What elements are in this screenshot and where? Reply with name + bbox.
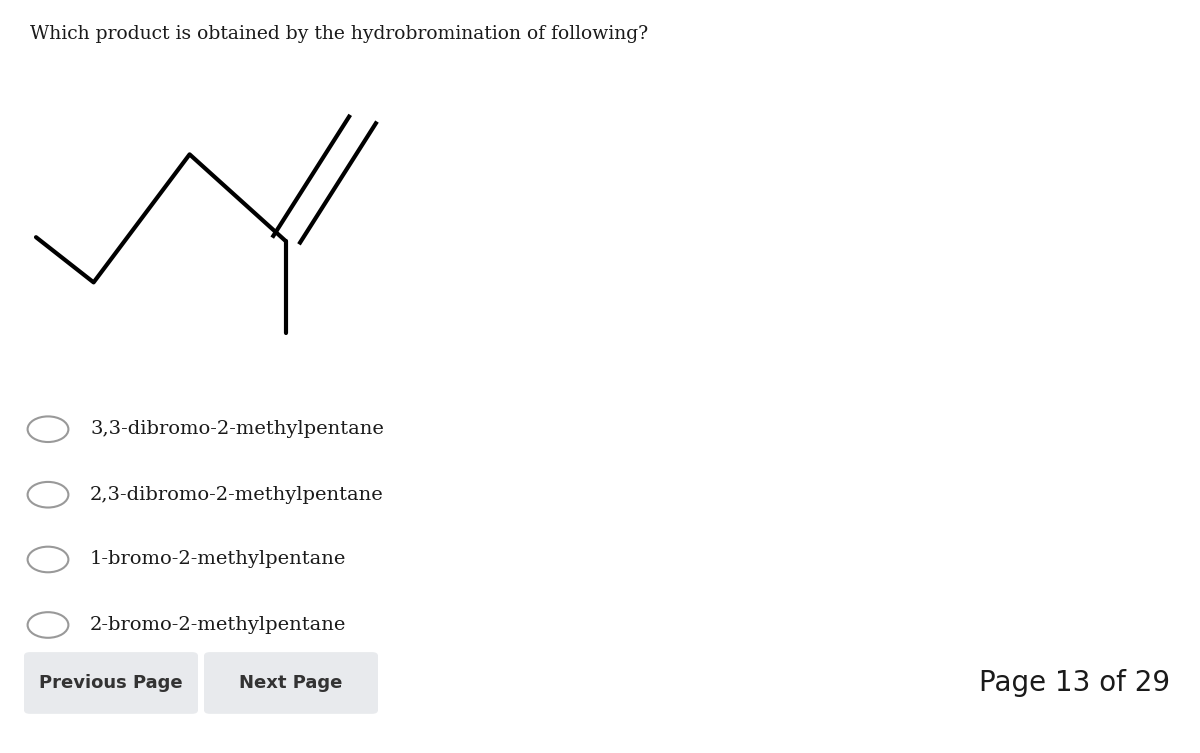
Text: Which product is obtained by the hydrobromination of following?: Which product is obtained by the hydrobr…	[30, 25, 648, 43]
Text: 2-bromo-2-methylpentane: 2-bromo-2-methylpentane	[90, 616, 347, 634]
Circle shape	[28, 482, 68, 508]
Text: Next Page: Next Page	[239, 674, 343, 692]
Text: 2,3-dibromo-2-methylpentane: 2,3-dibromo-2-methylpentane	[90, 486, 384, 504]
Circle shape	[28, 547, 68, 572]
FancyBboxPatch shape	[204, 652, 378, 714]
Text: 3,3-dibromo-2-methylpentane: 3,3-dibromo-2-methylpentane	[90, 420, 384, 438]
FancyBboxPatch shape	[24, 652, 198, 714]
Text: Previous Page: Previous Page	[40, 674, 182, 692]
Text: Page 13 of 29: Page 13 of 29	[979, 669, 1170, 697]
Circle shape	[28, 416, 68, 442]
Text: 1-bromo-2-methylpentane: 1-bromo-2-methylpentane	[90, 550, 347, 569]
Circle shape	[28, 612, 68, 638]
